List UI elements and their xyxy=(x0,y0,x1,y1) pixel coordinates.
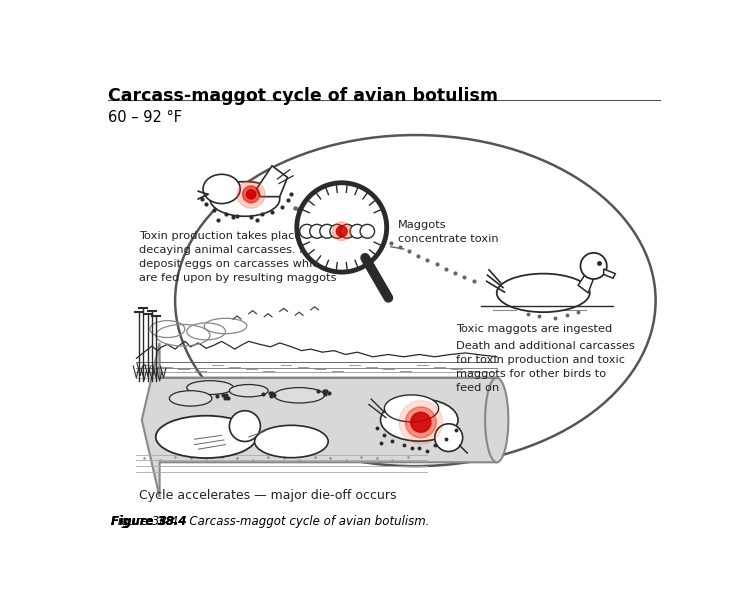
Ellipse shape xyxy=(485,378,508,462)
Ellipse shape xyxy=(203,174,240,204)
Text: Figure 38.4: Figure 38.4 xyxy=(111,515,186,528)
Circle shape xyxy=(435,424,463,452)
Circle shape xyxy=(247,190,256,199)
Circle shape xyxy=(242,186,260,203)
Ellipse shape xyxy=(274,387,324,403)
Text: Figure 38.4   Carcass-maggot cycle of avian botulism.: Figure 38.4 Carcass-maggot cycle of avia… xyxy=(111,515,429,528)
Text: Toxic maggots are ingested: Toxic maggots are ingested xyxy=(457,324,613,334)
Ellipse shape xyxy=(230,384,268,397)
Text: Maggots
concentrate toxin: Maggots concentrate toxin xyxy=(398,220,498,244)
Ellipse shape xyxy=(350,225,364,238)
Ellipse shape xyxy=(380,399,458,441)
Ellipse shape xyxy=(156,416,256,458)
Ellipse shape xyxy=(210,182,280,216)
Ellipse shape xyxy=(310,225,324,238)
Ellipse shape xyxy=(340,225,355,238)
Text: Carcass-maggot cycle of avian botulism: Carcass-maggot cycle of avian botulism xyxy=(108,88,498,105)
Ellipse shape xyxy=(170,390,212,406)
Ellipse shape xyxy=(320,225,334,238)
Text: 60 – 92 °F: 60 – 92 °F xyxy=(108,110,182,125)
Ellipse shape xyxy=(254,425,328,458)
Ellipse shape xyxy=(300,225,314,238)
Text: Figure 38.4: Figure 38.4 xyxy=(111,515,186,528)
Circle shape xyxy=(411,412,430,432)
Circle shape xyxy=(297,183,387,272)
Polygon shape xyxy=(142,343,496,497)
Polygon shape xyxy=(578,270,596,293)
Ellipse shape xyxy=(496,274,590,312)
Text: Cycle accelerates — major die-off occurs: Cycle accelerates — major die-off occurs xyxy=(139,489,396,502)
Circle shape xyxy=(336,226,347,237)
Circle shape xyxy=(405,407,436,438)
Circle shape xyxy=(230,411,260,441)
Ellipse shape xyxy=(330,225,344,238)
Ellipse shape xyxy=(360,225,374,238)
Ellipse shape xyxy=(187,381,233,395)
Circle shape xyxy=(332,222,351,241)
Circle shape xyxy=(237,181,265,208)
Polygon shape xyxy=(256,166,287,196)
Polygon shape xyxy=(604,269,615,278)
Text: Death and additional carcasses
for toxin production and toxic
maggots for other : Death and additional carcasses for toxin… xyxy=(457,341,635,394)
Ellipse shape xyxy=(384,395,439,422)
Circle shape xyxy=(399,401,442,444)
Text: Toxin production takes place in
decaying animal carcasses. Flies
deposit eggs on: Toxin production takes place in decaying… xyxy=(139,231,336,283)
Circle shape xyxy=(580,253,607,279)
